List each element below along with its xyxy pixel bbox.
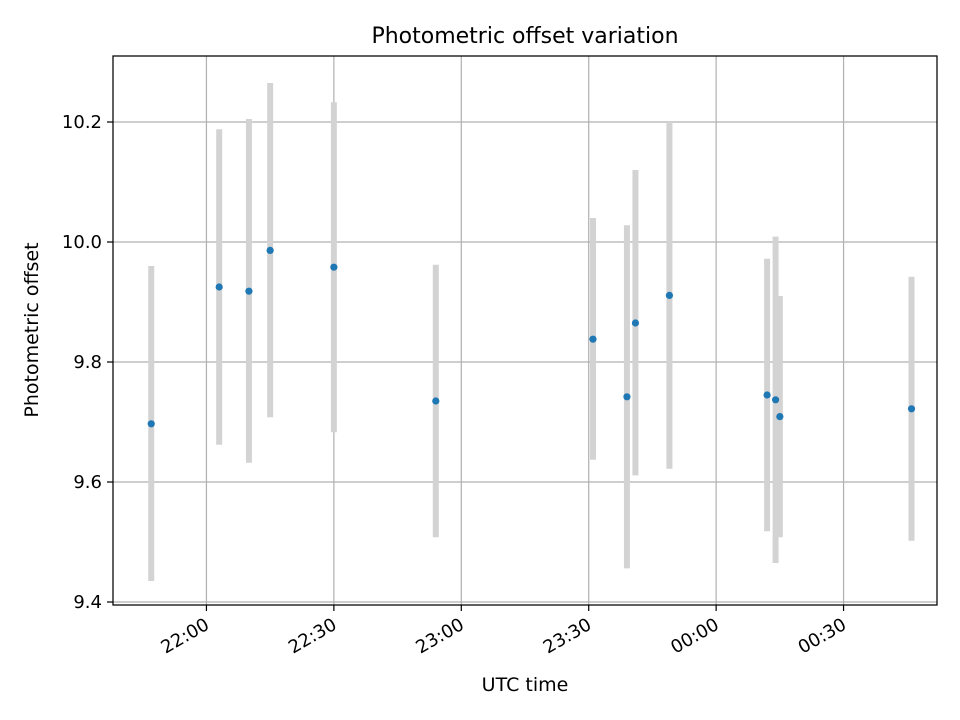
data-point bbox=[589, 335, 597, 343]
data-point bbox=[776, 413, 784, 421]
data-point bbox=[330, 263, 338, 271]
data-point bbox=[215, 283, 223, 291]
data-point bbox=[432, 397, 440, 405]
y-tick-label: 10.0 bbox=[62, 232, 102, 253]
data-point bbox=[907, 405, 916, 413]
y-axis: 9.4 9.6 9.8 10.0 10.2 bbox=[62, 112, 113, 613]
data-point bbox=[631, 319, 640, 327]
x-axis-label: UTC time bbox=[482, 674, 569, 696]
data-point bbox=[771, 396, 780, 404]
y-axis-label: Photometric offset bbox=[21, 242, 43, 417]
y-tick-label: 10.2 bbox=[62, 112, 102, 133]
data-point bbox=[665, 291, 674, 299]
data-point bbox=[147, 420, 155, 428]
y-tick-label: 9.4 bbox=[73, 592, 102, 613]
y-tick-label: 9.6 bbox=[73, 472, 102, 493]
y-tick-label: 9.8 bbox=[73, 352, 102, 373]
data-point bbox=[245, 287, 253, 295]
data-points bbox=[147, 246, 916, 428]
data-point bbox=[763, 391, 771, 399]
data-point bbox=[266, 246, 274, 254]
chart-title: Photometric offset variation bbox=[371, 24, 678, 49]
data-point bbox=[623, 393, 631, 401]
plot-frame bbox=[112, 55, 938, 606]
